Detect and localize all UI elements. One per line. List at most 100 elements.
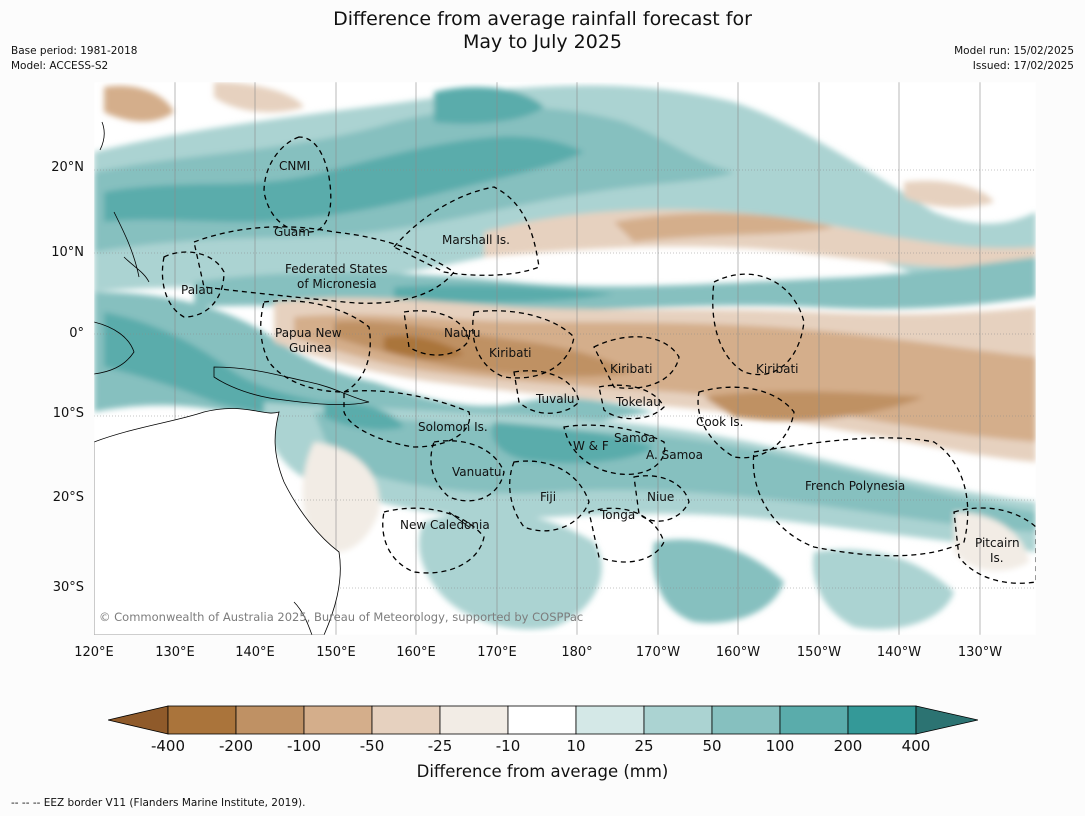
colorbar-tick-label: -10	[495, 737, 521, 755]
label-cnmi: CNMI	[279, 159, 310, 173]
anomaly-fields	[94, 82, 1036, 630]
wet-band-north-dark	[104, 136, 584, 222]
colorbar-bin	[847, 705, 917, 735]
label-vanuatu: Vanuatu	[452, 465, 502, 479]
label-pitcairn-2: Is.	[990, 551, 1004, 565]
eez-cook	[697, 386, 795, 459]
colorbar-bin	[643, 705, 713, 735]
wet-spot-north	[434, 87, 544, 124]
lon-label-130w: 130°W	[957, 645, 1003, 660]
dry-patch-sw	[302, 442, 380, 552]
model-info: Base period: 1981-2018 Model: ACCESS-S2	[11, 44, 137, 74]
label-marshall: Marshall Is.	[442, 233, 510, 247]
eez-tuvalu	[513, 370, 580, 414]
colorbar-extend-low	[108, 705, 169, 735]
colorbar-extend-high	[915, 705, 978, 735]
land-outlines	[94, 121, 470, 635]
eez-marshall	[392, 186, 540, 276]
eez-new-caledonia	[382, 507, 485, 574]
colorbar-tick-label: -100	[286, 737, 322, 755]
label-niue: Niue	[647, 490, 674, 504]
coast-australia	[94, 408, 341, 635]
label-asamoa: A. Samoa	[646, 448, 703, 462]
lat-label-0: 0°	[69, 326, 84, 341]
chart-title: Difference from average rainfall forecas…	[0, 8, 1085, 54]
label-samoa: Samoa	[614, 431, 655, 445]
label-guam: Guam	[274, 225, 310, 239]
colorbar-bin	[575, 705, 645, 735]
colorbar-bin	[303, 705, 373, 735]
wet-spcz-mid	[314, 412, 1036, 532]
wet-spcz-dark	[492, 422, 654, 464]
dry-band-mid	[614, 212, 834, 242]
dry-patch-se	[954, 512, 1029, 571]
label-kiribati-e: Kiribati	[756, 362, 798, 376]
eez-tokelau	[598, 384, 665, 420]
label-french-polynesia: French Polynesia	[805, 479, 905, 493]
wet-warm-pool	[94, 292, 654, 446]
label-new-caledonia: New Caledonia	[400, 518, 490, 532]
eez-palau	[161, 251, 225, 318]
lon-label-170e: 170°E	[477, 645, 517, 660]
colorbar-title: Difference from average (mm)	[416, 762, 669, 781]
eez-fr-polynesia	[752, 437, 969, 557]
rainfall-map[interactable]: CNMI Guam Marshall Is. Federated States …	[94, 82, 1036, 635]
label-fsm-2: of Micronesia	[297, 277, 377, 291]
dry-patch-ne	[904, 180, 994, 208]
eez-kiribati-w	[472, 310, 575, 379]
eez-cnmi	[263, 136, 332, 233]
eez-legend-note: -- -- -- EEZ border V11 (Flanders Marine…	[11, 797, 306, 809]
lon-label-140w: 140°W	[876, 645, 922, 660]
colorbar-tick-label: -200	[218, 737, 254, 755]
colorbar-bin	[371, 705, 441, 735]
label-png-2: Guinea	[289, 341, 332, 355]
label-pitcairn-1: Pitcairn	[975, 536, 1020, 550]
label-cook: Cook Is.	[696, 415, 743, 429]
colorbar-tick-label: 400	[901, 737, 931, 755]
lon-label-120e: 120°E	[74, 645, 114, 660]
lon-label-160e: 160°E	[396, 645, 436, 660]
label-wf: W & F	[573, 439, 609, 453]
lat-label-20n: 20°N	[51, 160, 84, 175]
colorbar-bin	[507, 705, 577, 735]
label-kiribati-w: Kiribati	[489, 346, 531, 360]
eez-nauru	[403, 310, 470, 356]
label-tonga: Tonga	[599, 508, 635, 522]
colorbar	[108, 705, 978, 735]
label-tuvalu: Tuvalu	[535, 392, 575, 406]
eez-pitcairn	[953, 507, 1036, 584]
wet-band-5n-dark	[394, 284, 614, 303]
eez-borders	[161, 136, 1036, 584]
eez-fiji	[509, 460, 590, 532]
label-solomon: Solomon Is.	[418, 420, 488, 434]
eez-png	[260, 300, 371, 393]
lat-label-10s: 10°S	[52, 406, 84, 421]
label-kiribati-c: Kiribati	[610, 362, 652, 376]
colorbar-bin	[779, 705, 849, 735]
label-tokelau: Tokelau	[615, 395, 661, 409]
eez-kiribati-c	[593, 336, 680, 389]
eez-vanuatu	[430, 440, 505, 502]
model-name: Model: ACCESS-S2	[11, 60, 109, 72]
wet-south-mottle-3	[813, 549, 954, 630]
eez-kiribati-e	[712, 273, 805, 376]
lon-label-170w: 170°W	[635, 645, 681, 660]
dry-tongue-dark	[334, 321, 634, 377]
lon-label-130e: 130°E	[155, 645, 195, 660]
wet-warm-pool-dark	[104, 312, 364, 417]
coast-borneo-sulawesi	[94, 321, 135, 375]
dry-patch-nw	[104, 85, 174, 122]
wet-south-mottle-2	[653, 539, 784, 623]
colorbar-bin	[439, 705, 509, 735]
eez-fsm	[193, 226, 455, 304]
lon-label-160w: 160°W	[715, 645, 761, 660]
coast-new-zealand	[293, 601, 313, 635]
lon-label-150w: 150°W	[796, 645, 842, 660]
wet-south-mottle	[419, 511, 602, 630]
lon-label-150e: 150°E	[316, 645, 356, 660]
coast-new-caledonia	[448, 511, 470, 528]
colorbar-tick-label: 200	[833, 737, 863, 755]
dry-core-east	[704, 391, 924, 421]
lat-label-20s: 20°S	[52, 490, 84, 505]
label-fiji: Fiji	[540, 490, 556, 504]
